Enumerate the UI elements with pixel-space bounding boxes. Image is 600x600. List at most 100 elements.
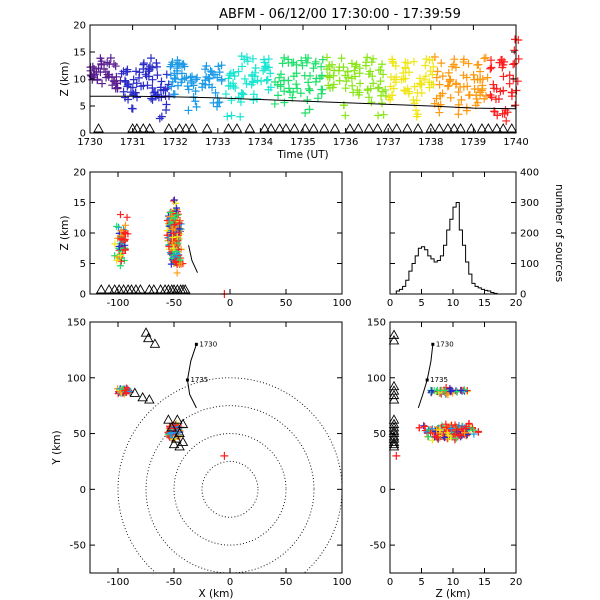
time-height-source (238, 89, 247, 98)
station-marker (280, 123, 292, 133)
time-height-source (248, 54, 257, 63)
y-z-source (455, 432, 463, 440)
x-z-source (174, 210, 182, 218)
time-height-source (264, 85, 273, 94)
time-height-source (317, 62, 326, 71)
x-z-source (176, 225, 184, 233)
time-height-source (113, 83, 122, 92)
range-ring (201, 460, 259, 518)
y-z-source (457, 386, 465, 394)
time-height-source (266, 69, 275, 78)
x-z-source (170, 196, 178, 204)
time-height-source (476, 67, 485, 76)
y-axis-label: Z (km) (59, 61, 71, 96)
time-height-source (496, 87, 505, 96)
time-height-source (305, 86, 314, 95)
y-tick-label: -50 (370, 541, 386, 552)
time-height-source (166, 62, 175, 71)
time-height-source (168, 58, 177, 67)
y-tick-label: 50 (373, 429, 386, 440)
time-height-source (132, 67, 141, 76)
time-height-source (421, 72, 430, 81)
time-height-source (284, 58, 293, 67)
time-height-source (153, 62, 162, 71)
time-height-source (305, 105, 314, 114)
time-height-source (505, 79, 514, 88)
station-marker (177, 436, 189, 446)
x-z-source (123, 213, 131, 221)
time-height-source (123, 82, 132, 91)
y-z-source (461, 429, 469, 437)
time-height-source (377, 91, 386, 100)
time-height-source (481, 53, 490, 62)
z-tick-label: 10 (73, 229, 86, 240)
time-height-source (124, 95, 133, 104)
time-height-source (391, 78, 400, 87)
track-time-label: 1735 (430, 376, 448, 384)
time-height-source (109, 59, 118, 68)
time-height-source (368, 72, 377, 81)
time-height-source (409, 57, 418, 66)
time-height-source (341, 71, 350, 80)
time-height-source (513, 77, 522, 86)
x-z-source (117, 252, 125, 260)
time-height-source (369, 79, 378, 88)
x-z-source (111, 240, 119, 248)
time-height-source (209, 98, 218, 107)
time-height-source (262, 76, 271, 85)
time-height-source (483, 73, 492, 82)
time-height-source (302, 58, 311, 67)
time-height-source (253, 76, 262, 85)
time-height-source (388, 55, 397, 64)
time-height-source (293, 84, 302, 93)
time-height-source (430, 53, 439, 62)
station-marker (388, 329, 400, 339)
time-height-source (444, 68, 453, 77)
x-z-source (168, 234, 176, 242)
y-z-source (425, 426, 433, 434)
time-height-source (147, 94, 156, 103)
station-marker (388, 380, 400, 391)
station-marker (223, 123, 234, 133)
time-height-source (362, 61, 371, 70)
x-z-source (121, 246, 129, 254)
station-marker (137, 391, 148, 402)
time-height-source (511, 101, 520, 110)
time-height-source (510, 46, 519, 55)
time-height-source (429, 62, 438, 71)
station-marker (131, 123, 143, 133)
count-tick-label: 200 (520, 229, 539, 240)
time-tick-label: 1738 (418, 137, 443, 148)
y-z-source (441, 434, 449, 442)
station-marker (344, 123, 356, 133)
time-height-source (444, 81, 453, 90)
y-z-source (447, 425, 455, 433)
time-height-source (435, 80, 444, 89)
y-z-source (451, 430, 459, 438)
time-height-source (510, 59, 519, 68)
track-time-label: 1730 (436, 340, 454, 348)
x-tick-label: 0 (227, 577, 233, 588)
time-height-source (270, 99, 279, 108)
time-height-source (500, 57, 509, 66)
z-tick-label: 10 (73, 75, 86, 86)
time-height-source (476, 75, 485, 84)
time-height-source (337, 54, 346, 63)
x-z-source (111, 252, 119, 260)
time-tick-label: 1734 (248, 137, 273, 148)
time-height-source (251, 64, 260, 73)
time-height-source (301, 109, 310, 118)
station-marker (363, 123, 375, 133)
station-marker (388, 436, 400, 446)
z-tick-label: 10 (447, 577, 460, 588)
time-height-source (248, 72, 257, 81)
time-height-source (349, 88, 358, 97)
time-height-source (163, 84, 172, 93)
time-height-source (184, 106, 193, 115)
time-height-source (457, 95, 466, 104)
time-height-source (236, 97, 245, 106)
count-tick-label: 400 (520, 168, 539, 179)
x-z-source (117, 257, 125, 265)
time-tick-label: 1739 (461, 137, 486, 148)
time-tick-label: 1733 (205, 137, 230, 148)
